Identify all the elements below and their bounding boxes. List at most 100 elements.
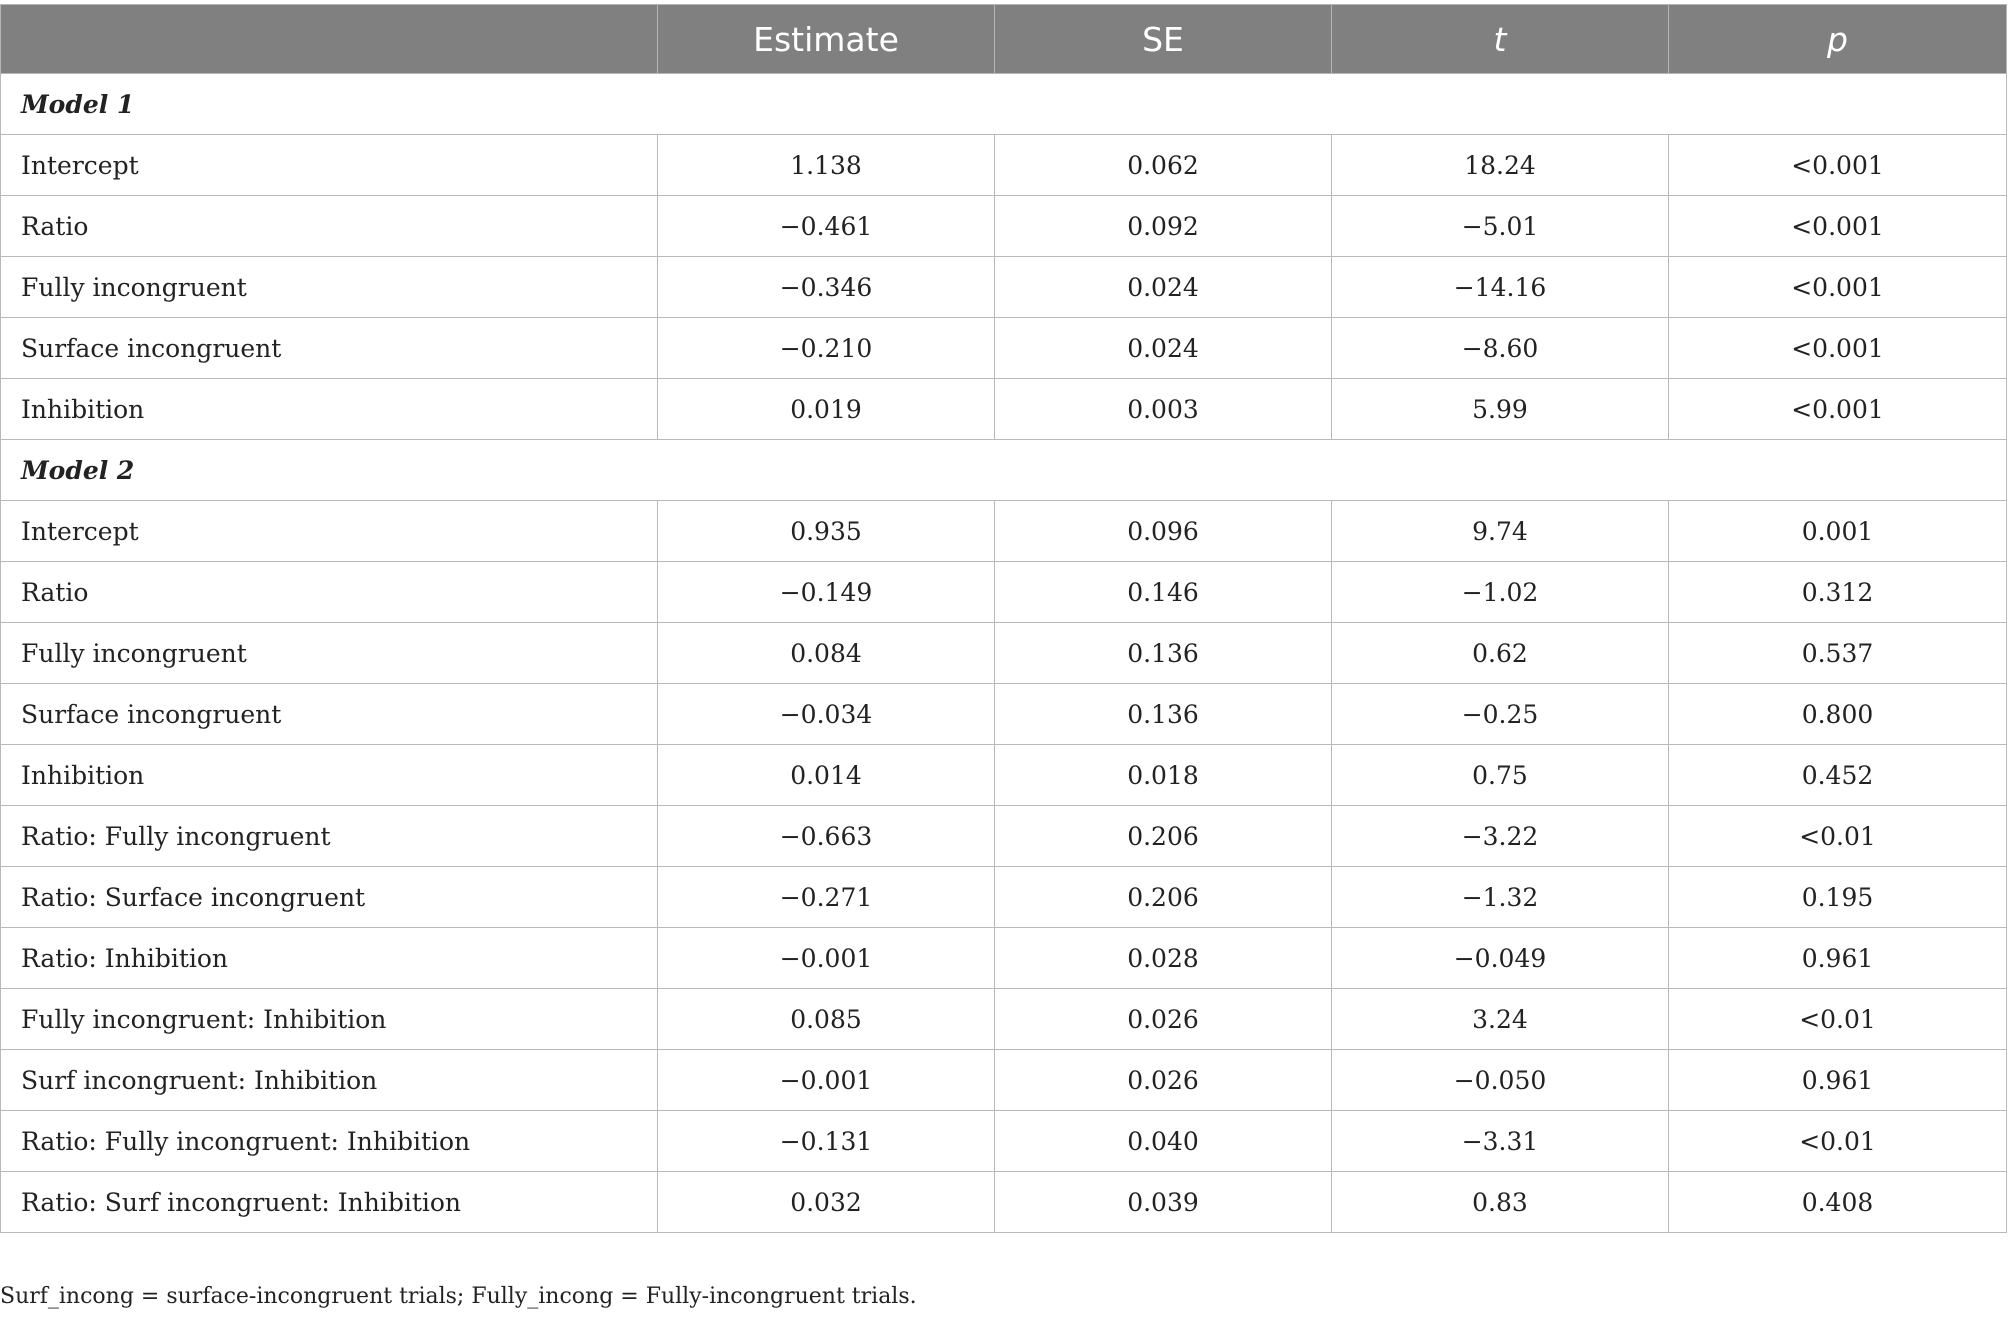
cell-estimate: 0.085 bbox=[657, 988, 995, 1050]
cell-estimate: −0.271 bbox=[657, 866, 995, 928]
cell-se: 0.039 bbox=[994, 1171, 1332, 1233]
cell-estimate: 1.138 bbox=[657, 134, 995, 196]
header-estimate: Estimate bbox=[657, 4, 995, 74]
cell-p: 0.195 bbox=[1668, 866, 2007, 928]
cell-se: 0.040 bbox=[994, 1110, 1332, 1172]
cell-t: 0.62 bbox=[1331, 622, 1669, 684]
regression-table-container: Estimate SE t p Model 1 Intercept 1.138 0.0… bbox=[0, 4, 2007, 1233]
cell-t: −14.16 bbox=[1331, 256, 1669, 318]
cell-t: 18.24 bbox=[1331, 134, 1669, 196]
cell-se: 0.096 bbox=[994, 500, 1332, 562]
cell-estimate: 0.084 bbox=[657, 622, 995, 684]
cell-term: Ratio: Surf incongruent: Inhibition bbox=[0, 1171, 658, 1233]
table-row: Ratio: Fully incongruent: Inhibition −0.1… bbox=[0, 1110, 2007, 1172]
cell-term: Ratio: Fully incongruent: Inhibition bbox=[0, 1110, 658, 1172]
header-t: t bbox=[1331, 4, 1669, 74]
cell-p: <0.001 bbox=[1668, 134, 2007, 196]
cell-p: 0.800 bbox=[1668, 683, 2007, 745]
cell-p: <0.001 bbox=[1668, 256, 2007, 318]
cell-p: 0.452 bbox=[1668, 744, 2007, 806]
cell-t: 0.75 bbox=[1331, 744, 1669, 806]
cell-p: <0.01 bbox=[1668, 1110, 2007, 1172]
cell-term: Surface incongruent bbox=[0, 683, 658, 745]
table-row: Fully incongruent: Inhibition 0.085 0.026 3… bbox=[0, 988, 2007, 1050]
cell-estimate: −0.461 bbox=[657, 195, 995, 257]
cell-p: 0.001 bbox=[1668, 500, 2007, 562]
table-row: Inhibition 0.019 0.003 5.99 <0.001 bbox=[0, 378, 2007, 440]
cell-p: 0.537 bbox=[1668, 622, 2007, 684]
table-row: Ratio −0.461 0.092 −5.01 <0.001 bbox=[0, 195, 2007, 257]
cell-estimate: −0.346 bbox=[657, 256, 995, 318]
table-row: Surf incongruent: Inhibition −0.001 0.026−… bbox=[0, 1049, 2007, 1111]
cell-term: Ratio: Fully incongruent bbox=[0, 805, 658, 867]
cell-se: 0.136 bbox=[994, 683, 1332, 745]
cell-se: 0.024 bbox=[994, 317, 1332, 379]
cell-estimate: −0.210 bbox=[657, 317, 995, 379]
cell-estimate: −0.131 bbox=[657, 1110, 995, 1172]
table-row: Intercept 1.138 0.062 18.24 <0.001 bbox=[0, 134, 2007, 196]
cell-t: 9.74 bbox=[1331, 500, 1669, 562]
cell-term: Surf incongruent: Inhibition bbox=[0, 1049, 658, 1111]
table-row: Ratio: Inhibition −0.001 0.028 −0.049 0.961 bbox=[0, 927, 2007, 989]
section-title: Model 1 bbox=[0, 73, 2007, 135]
table-body: Model 1 Intercept 1.138 0.062 18.24 <0.001 Rat… bbox=[0, 73, 2007, 1233]
cell-t: 0.83 bbox=[1331, 1171, 1669, 1233]
cell-p: <0.01 bbox=[1668, 988, 2007, 1050]
table-row: Ratio: Surf incongruent: Inhibition 0.032… bbox=[0, 1171, 2007, 1233]
cell-p: <0.001 bbox=[1668, 378, 2007, 440]
regression-table: Estimate SE t p Model 1 Intercept 1.138 0.0… bbox=[0, 4, 2007, 1233]
cell-t: −8.60 bbox=[1331, 317, 1669, 379]
cell-se: 0.092 bbox=[994, 195, 1332, 257]
section-title: Model 2 bbox=[0, 439, 2007, 501]
cell-estimate: −0.034 bbox=[657, 683, 995, 745]
cell-t: −0.25 bbox=[1331, 683, 1669, 745]
cell-term: Ratio bbox=[0, 195, 658, 257]
cell-t: −0.049 bbox=[1331, 927, 1669, 989]
cell-t: −3.22 bbox=[1331, 805, 1669, 867]
cell-se: 0.062 bbox=[994, 134, 1332, 196]
cell-term: Fully incongruent: Inhibition bbox=[0, 988, 658, 1050]
cell-term: Fully incongruent bbox=[0, 622, 658, 684]
cell-se: 0.026 bbox=[994, 988, 1332, 1050]
cell-t: −1.02 bbox=[1331, 561, 1669, 623]
cell-term: Surface incongruent bbox=[0, 317, 658, 379]
cell-term: Inhibition bbox=[0, 744, 658, 806]
cell-t: −5.01 bbox=[1331, 195, 1669, 257]
table-row: Ratio: Fully incongruent −0.663 0.206 −3.22… bbox=[0, 805, 2007, 867]
cell-p: 0.961 bbox=[1668, 927, 2007, 989]
table-row: Intercept 0.935 0.096 9.74 0.001 bbox=[0, 500, 2007, 562]
cell-se: 0.146 bbox=[994, 561, 1332, 623]
cell-estimate: 0.014 bbox=[657, 744, 995, 806]
cell-term: Intercept bbox=[0, 134, 658, 196]
cell-se: 0.026 bbox=[994, 1049, 1332, 1111]
cell-estimate: −0.001 bbox=[657, 927, 995, 989]
table-row: Ratio: Surface incongruent −0.271 0.206 −1.… bbox=[0, 866, 2007, 928]
header-term bbox=[0, 4, 658, 74]
cell-se: 0.136 bbox=[994, 622, 1332, 684]
cell-estimate: −0.663 bbox=[657, 805, 995, 867]
cell-t: −0.050 bbox=[1331, 1049, 1669, 1111]
cell-p: <0.01 bbox=[1668, 805, 2007, 867]
cell-term: Ratio bbox=[0, 561, 658, 623]
cell-se: 0.206 bbox=[994, 805, 1332, 867]
table-footnote: Surf_incong = surface-incongruent trials… bbox=[0, 1284, 917, 1309]
table-row: Fully incongruent −0.346 0.024 −14.16 <0.001 bbox=[0, 256, 2007, 318]
table-row: Fully incongruent 0.084 0.136 0.62 0.537 bbox=[0, 622, 2007, 684]
header-p: p bbox=[1668, 4, 2007, 74]
header-se: SE bbox=[994, 4, 1332, 74]
table-row: Surface incongruent −0.034 0.136 −0.25 0.800 bbox=[0, 683, 2007, 745]
cell-estimate: −0.149 bbox=[657, 561, 995, 623]
cell-t: 5.99 bbox=[1331, 378, 1669, 440]
cell-term: Ratio: Inhibition bbox=[0, 927, 658, 989]
cell-estimate: 0.019 bbox=[657, 378, 995, 440]
cell-p: <0.001 bbox=[1668, 195, 2007, 257]
cell-p: 0.312 bbox=[1668, 561, 2007, 623]
cell-t: −3.31 bbox=[1331, 1110, 1669, 1172]
cell-estimate: 0.032 bbox=[657, 1171, 995, 1233]
cell-se: 0.206 bbox=[994, 866, 1332, 928]
cell-se: 0.003 bbox=[994, 378, 1332, 440]
table-row: Inhibition 0.014 0.018 0.75 0.452 bbox=[0, 744, 2007, 806]
cell-p: 0.408 bbox=[1668, 1171, 2007, 1233]
cell-p: 0.961 bbox=[1668, 1049, 2007, 1111]
table-row: Ratio −0.149 0.146 −1.02 0.312 bbox=[0, 561, 2007, 623]
